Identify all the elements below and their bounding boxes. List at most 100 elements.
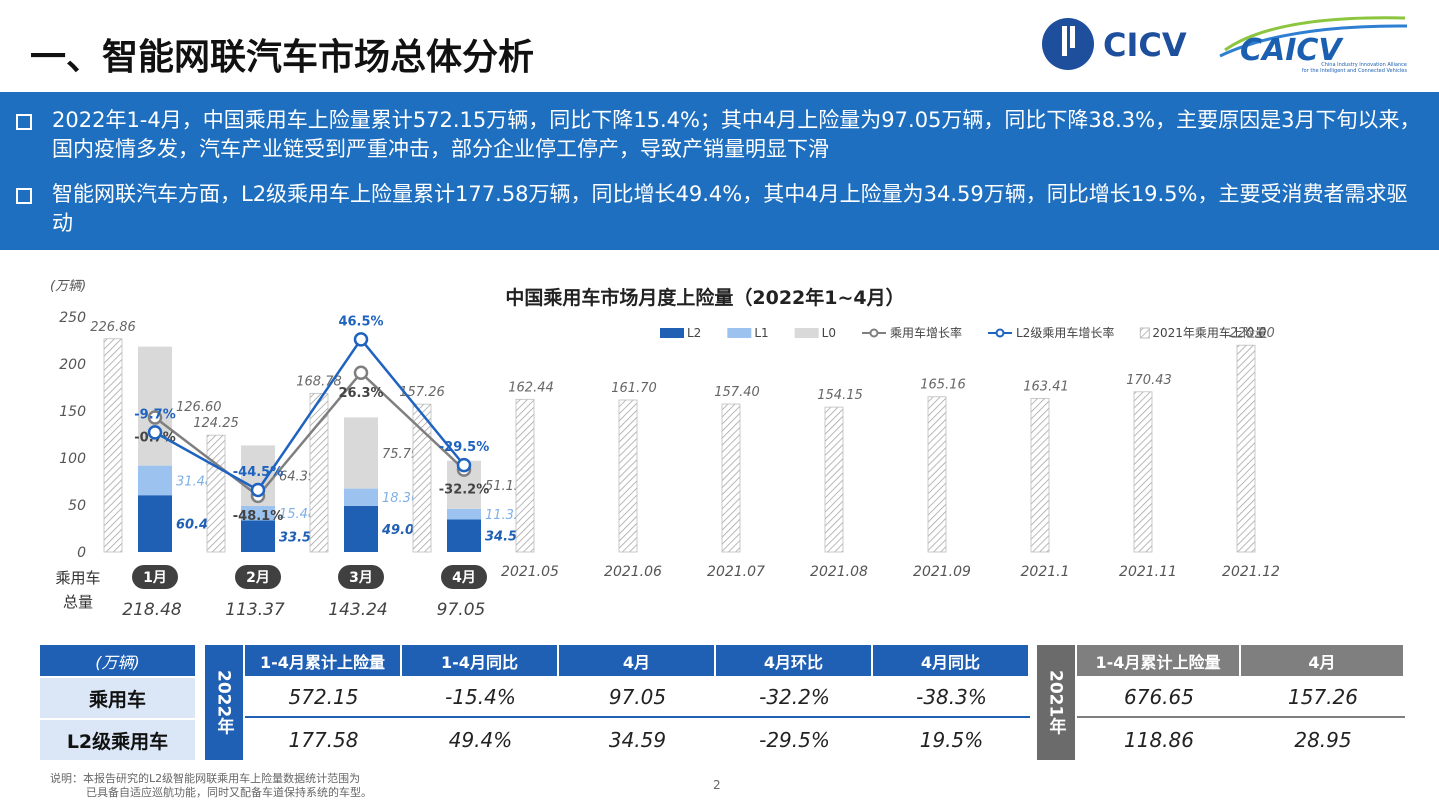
data-label: -44.5% [233, 465, 284, 480]
growth-line [154, 370, 465, 498]
cicv-logo-text: CICV [1103, 26, 1187, 64]
data-label: 26.3% [338, 386, 383, 401]
legend-item: L1 [727, 326, 769, 340]
total-label-line: 乘用车 [55, 569, 100, 587]
data-label: 162.44 [508, 380, 554, 395]
bar-2021 [1133, 391, 1153, 553]
growth-point [147, 425, 163, 440]
month-pill [338, 565, 384, 589]
growth-point [353, 365, 369, 381]
data-label: 220.00 [1229, 326, 1275, 341]
year-label: 2021年 [1037, 645, 1075, 760]
legend-item: L0 [794, 326, 836, 340]
bar-2021 [618, 399, 638, 553]
growth-line [154, 337, 465, 492]
total-value: 143.24 [328, 600, 387, 620]
cicv-icon [1042, 18, 1094, 70]
data-label: 46.5% [338, 314, 383, 329]
bar-segment [344, 505, 378, 552]
chart-title: 中国乘用车市场月度上险量（2022年1~4月） [505, 286, 904, 309]
table-header: (万辆) [40, 645, 195, 676]
legend-item: L2级乘用车增长率 [988, 325, 1114, 340]
bar-segment [241, 505, 275, 521]
table-cell: 676.65 [1077, 678, 1241, 718]
bullet: 智能网联汽车方面，L2级乘用车上险量累计177.58万辆，同比增长49.4%，其… [16, 180, 1427, 238]
x-tick-label: 2021.09 [913, 564, 971, 580]
data-label: 165.16 [920, 378, 966, 393]
x-tick-label: 2021.06 [604, 564, 662, 580]
column-header: 1-4月同比 [402, 645, 557, 676]
bullet: 2022年1-4月，中国乘用车上险量累计572.15万辆，同比下降15.4%；其… [16, 106, 1427, 164]
table-cell: 19.5% [919, 728, 984, 752]
bar-segment [344, 417, 378, 489]
slide-title: 一、智能网联汽车市场总体分析 [30, 37, 535, 78]
table-cell: 97.05 [559, 678, 716, 718]
growth-point [456, 457, 472, 473]
caicv-swoosh [1224, 16, 1406, 52]
bar-2021 [1030, 397, 1050, 553]
bar-2021 [206, 434, 226, 553]
column-header: 4月同比 [873, 645, 1028, 676]
bar-segment [447, 519, 481, 552]
data-label: 170.43 [1126, 373, 1172, 388]
total-label-line: 总量 [63, 593, 93, 611]
table-cell: -38.3% [873, 678, 1030, 718]
data-label: 49.08 [381, 523, 423, 538]
total-value: 113.37 [225, 600, 285, 620]
bar-segment [447, 508, 481, 520]
x-tick-label: 1月 [143, 570, 167, 586]
bar-2021 [824, 406, 844, 553]
x-tick-label: 2月 [246, 570, 270, 586]
data-label: -48.1% [233, 509, 284, 524]
table-cell: -29.5% [759, 728, 830, 752]
row-label: L2级乘用车 [40, 720, 195, 760]
legend-label: L2级乘用车增长率 [1016, 325, 1114, 340]
data-label: 126.60 [176, 400, 222, 415]
y-tick-label: 150 [59, 404, 86, 420]
legend-swatch [794, 328, 819, 338]
logos: CICV CAICV China Industry Innovation All… [1042, 16, 1407, 74]
bar-segment [138, 346, 172, 466]
data-label: -9.7% [134, 407, 175, 422]
x-tick-label: 2021.08 [810, 564, 868, 580]
year-label: 2022年 [205, 645, 243, 760]
legend-label: L2 [687, 326, 701, 340]
month-pill [132, 565, 178, 589]
bar-segment [241, 520, 275, 552]
month-pill [441, 565, 487, 589]
data-label: 51.15 [485, 479, 522, 494]
data-label: 64.39 [279, 470, 316, 485]
data-label: 163.41 [1023, 379, 1069, 394]
data-label: 75.79 [382, 447, 419, 462]
column-header: 4月 [559, 645, 714, 676]
growth-point [147, 410, 163, 425]
growth-point [353, 332, 369, 347]
y-tick-label: 250 [59, 310, 86, 326]
x-tick-label: 2021.07 [707, 564, 765, 580]
x-tick-label: 2021.05 [501, 564, 559, 580]
data-label: -32.2% [439, 483, 490, 498]
legend-swatch [660, 328, 684, 338]
legend-label: L1 [754, 326, 768, 340]
cicv-icon-bar [1062, 26, 1067, 56]
data-label: 154.15 [817, 388, 863, 403]
bar-segment [138, 465, 172, 496]
caicv-logo-text: CAICV [1240, 33, 1344, 68]
legend-item: 乘用车增长率 [861, 325, 962, 340]
data-label: 157.26 [399, 385, 445, 400]
table-cell: 28.95 [1294, 728, 1352, 752]
table-cell: -15.4% [402, 678, 559, 718]
data-label: 124.25 [193, 416, 239, 431]
month-pill [235, 565, 281, 589]
data-label: 11.32 [485, 508, 522, 523]
y-tick-label: 100 [59, 451, 86, 467]
legend-item: L2 [660, 326, 701, 340]
x-tick-label: 2021.12 [1222, 564, 1280, 580]
legend-swatch [869, 328, 879, 338]
bar-2021 [412, 403, 432, 553]
bar-2021 [927, 396, 947, 553]
y-tick-label: 200 [59, 357, 86, 373]
chart: (万辆) 中国乘用车市场月度上险量（2022年1~4月） 0 50 100 150 200 2… [50, 279, 1280, 620]
caicv-subtitle: China Industry Innovation Alliance [1321, 62, 1407, 68]
